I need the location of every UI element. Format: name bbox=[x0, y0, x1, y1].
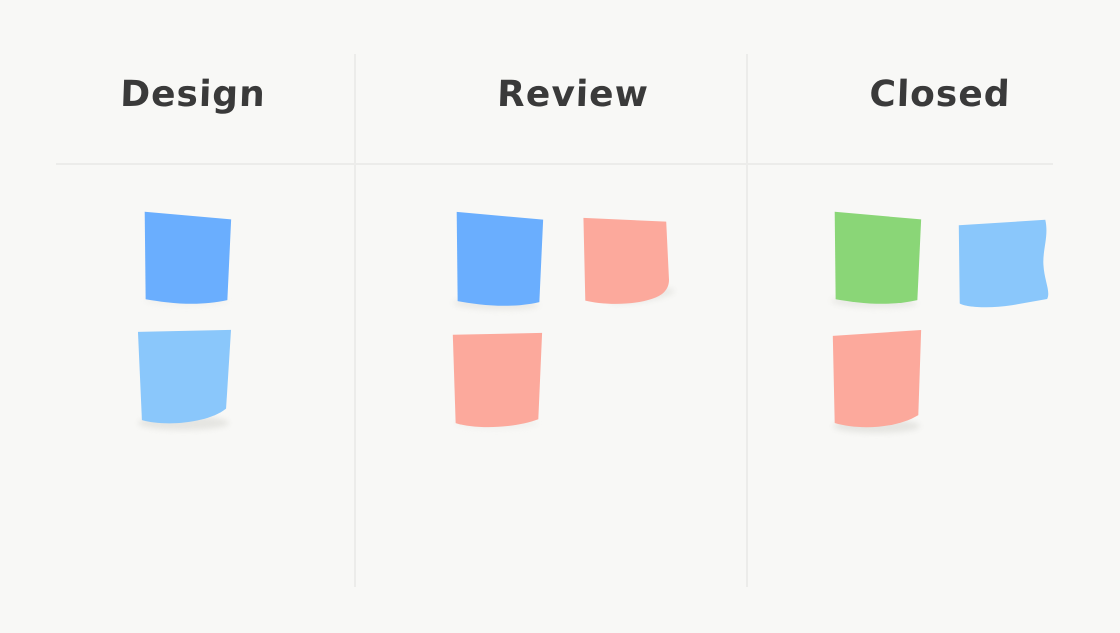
sticky-note-shape bbox=[583, 217, 669, 304]
sticky-note[interactable] bbox=[451, 208, 546, 312]
column-header-review: Review bbox=[496, 74, 650, 115]
column-header-closed: Closed bbox=[868, 74, 1012, 115]
sticky-note-shape bbox=[452, 332, 543, 428]
sticky-note[interactable] bbox=[134, 328, 233, 430]
column-divider-2 bbox=[746, 54, 748, 587]
sticky-note[interactable] bbox=[576, 216, 676, 310]
header-divider bbox=[56, 163, 1053, 165]
column-header-design: Design bbox=[119, 74, 267, 115]
sticky-note[interactable] bbox=[956, 218, 1049, 308]
sticky-note[interactable] bbox=[829, 208, 924, 310]
sticky-note[interactable] bbox=[139, 208, 234, 306]
column-divider-1 bbox=[354, 54, 356, 587]
sticky-note-shape bbox=[456, 211, 544, 306]
sticky-note[interactable] bbox=[829, 328, 924, 433]
sticky-note-shape bbox=[834, 211, 922, 304]
sticky-note-shape bbox=[958, 219, 1049, 308]
sticky-note-shape bbox=[832, 329, 922, 428]
sticky-note-shape bbox=[144, 211, 232, 304]
sticky-note-shape bbox=[137, 329, 232, 424]
sticky-note[interactable] bbox=[449, 330, 544, 429]
